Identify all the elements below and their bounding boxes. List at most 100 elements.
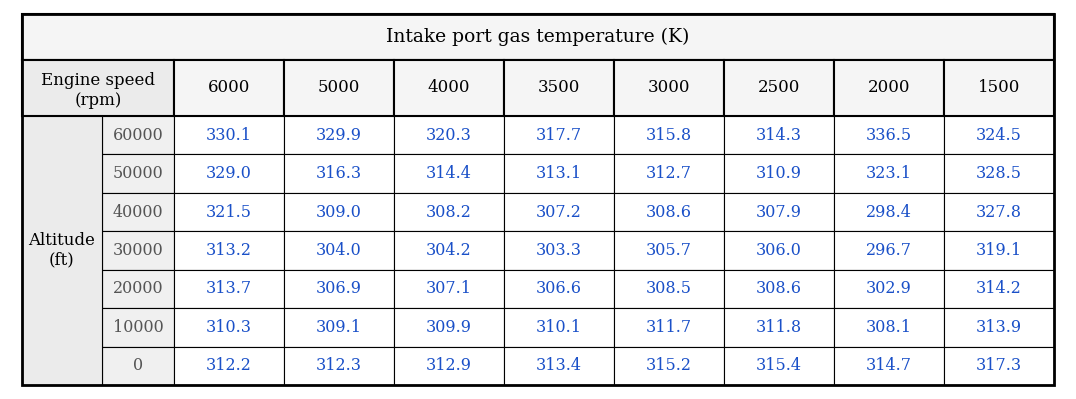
Text: 40000: 40000 xyxy=(113,203,164,221)
Text: 329.9: 329.9 xyxy=(316,127,362,144)
Text: 327.8: 327.8 xyxy=(976,203,1022,221)
Bar xyxy=(174,154,284,193)
Bar xyxy=(724,347,834,385)
Bar xyxy=(22,116,102,385)
Text: 307.1: 307.1 xyxy=(426,280,472,297)
Text: 321.5: 321.5 xyxy=(206,203,252,221)
Bar xyxy=(724,231,834,270)
Bar xyxy=(834,231,944,270)
Bar xyxy=(394,308,504,347)
Bar xyxy=(284,116,394,154)
Bar xyxy=(284,347,394,385)
Bar xyxy=(504,270,614,308)
Bar xyxy=(724,193,834,231)
Text: 1500: 1500 xyxy=(978,79,1020,97)
Text: 310.1: 310.1 xyxy=(536,319,582,336)
Text: 306.0: 306.0 xyxy=(756,242,802,259)
Text: 306.6: 306.6 xyxy=(536,280,582,297)
Text: 309.1: 309.1 xyxy=(316,319,362,336)
Bar xyxy=(614,60,724,116)
Text: 312.2: 312.2 xyxy=(207,357,252,374)
Bar xyxy=(614,231,724,270)
Text: 313.1: 313.1 xyxy=(536,165,582,182)
Text: 312.9: 312.9 xyxy=(426,357,472,374)
Text: 313.4: 313.4 xyxy=(536,357,582,374)
Text: 330.1: 330.1 xyxy=(206,127,252,144)
Bar xyxy=(22,60,174,116)
Text: Altitude
(ft): Altitude (ft) xyxy=(29,232,96,269)
Text: 313.2: 313.2 xyxy=(206,242,252,259)
Text: Engine speed: Engine speed xyxy=(41,72,155,89)
Bar xyxy=(724,154,834,193)
Bar xyxy=(834,308,944,347)
Bar xyxy=(394,231,504,270)
Bar xyxy=(102,308,174,347)
Bar xyxy=(614,308,724,347)
Bar xyxy=(284,231,394,270)
Text: 307.2: 307.2 xyxy=(536,203,582,221)
Text: 336.5: 336.5 xyxy=(866,127,912,144)
Text: 324.5: 324.5 xyxy=(976,127,1022,144)
Text: 303.3: 303.3 xyxy=(536,242,582,259)
Bar xyxy=(614,154,724,193)
Bar xyxy=(174,347,284,385)
Text: 313.7: 313.7 xyxy=(206,280,252,297)
Text: 308.6: 308.6 xyxy=(756,280,802,297)
Text: 30000: 30000 xyxy=(113,242,164,259)
Bar xyxy=(834,270,944,308)
Bar xyxy=(284,154,394,193)
Text: 307.9: 307.9 xyxy=(756,203,802,221)
Bar xyxy=(394,270,504,308)
Text: 317.3: 317.3 xyxy=(976,357,1022,374)
Text: 310.3: 310.3 xyxy=(206,319,252,336)
Bar xyxy=(614,116,724,154)
Text: 304.2: 304.2 xyxy=(426,242,472,259)
Bar xyxy=(724,116,834,154)
Bar xyxy=(724,60,834,116)
Bar xyxy=(834,154,944,193)
Text: 298.4: 298.4 xyxy=(866,203,912,221)
Bar xyxy=(394,347,504,385)
Bar xyxy=(614,270,724,308)
Bar xyxy=(102,116,174,154)
Bar xyxy=(504,116,614,154)
Bar xyxy=(394,193,504,231)
Bar xyxy=(174,116,284,154)
Bar xyxy=(102,347,174,385)
Bar xyxy=(944,231,1054,270)
Bar xyxy=(944,154,1054,193)
Text: 314.4: 314.4 xyxy=(426,165,472,182)
Bar xyxy=(22,14,1054,60)
Text: 308.5: 308.5 xyxy=(646,280,692,297)
Text: 296.7: 296.7 xyxy=(866,242,912,259)
Bar xyxy=(284,308,394,347)
Text: 312.3: 312.3 xyxy=(316,357,362,374)
Text: 317.7: 317.7 xyxy=(536,127,582,144)
Text: 309.9: 309.9 xyxy=(426,319,472,336)
Bar xyxy=(174,270,284,308)
Text: 315.4: 315.4 xyxy=(756,357,802,374)
Bar xyxy=(944,308,1054,347)
Text: 314.3: 314.3 xyxy=(756,127,802,144)
Text: 320.3: 320.3 xyxy=(426,127,472,144)
Text: 319.1: 319.1 xyxy=(976,242,1022,259)
Text: 315.2: 315.2 xyxy=(646,357,692,374)
Bar xyxy=(834,193,944,231)
Bar xyxy=(834,347,944,385)
Text: Intake port gas temperature (K): Intake port gas temperature (K) xyxy=(386,28,690,46)
Bar xyxy=(944,347,1054,385)
Bar xyxy=(102,154,174,193)
Text: 302.9: 302.9 xyxy=(866,280,912,297)
Bar xyxy=(834,60,944,116)
Text: 6000: 6000 xyxy=(208,79,251,97)
Text: 20000: 20000 xyxy=(113,280,164,297)
Text: 314.7: 314.7 xyxy=(866,357,912,374)
Bar xyxy=(102,270,174,308)
Text: 312.7: 312.7 xyxy=(646,165,692,182)
Text: 4000: 4000 xyxy=(428,79,470,97)
Bar xyxy=(504,347,614,385)
Bar xyxy=(614,347,724,385)
Bar xyxy=(394,154,504,193)
Text: 50000: 50000 xyxy=(113,165,164,182)
Bar xyxy=(102,231,174,270)
